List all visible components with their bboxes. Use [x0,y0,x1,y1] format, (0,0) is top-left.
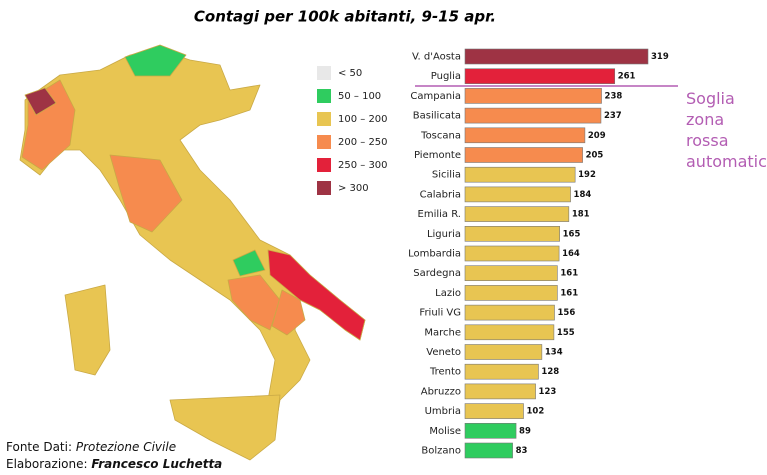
bar [464,285,558,301]
value-label: 161 [560,269,578,279]
legend-label: 50 – 100 [338,91,381,102]
category-label: Marche [424,327,461,338]
value-label: 156 [557,308,575,318]
legend-label: < 50 [338,68,362,79]
value-label: 89 [519,426,531,436]
source-label: Fonte Dati: [6,440,72,454]
value-label: 261 [618,72,636,82]
category-label: Liguria [427,229,461,240]
credit-line: Elaborazione: Francesco Luchetta [6,457,222,471]
map [19,44,366,461]
region-campania [227,274,281,331]
category-label: Puglia [431,71,461,82]
legend-swatch [317,112,331,126]
value-label: 128 [541,367,559,377]
value-label: 164 [562,249,580,259]
value-label: 319 [651,52,669,62]
value-label: 161 [560,288,578,298]
value-label: 155 [557,328,575,338]
category-label: Lombardia [408,249,461,260]
region-basilicata [271,289,306,336]
category-label: Sicilia [432,170,461,181]
legend-swatch [317,89,331,103]
category-label: Calabria [420,189,461,200]
bar [464,147,583,163]
bar [464,265,558,282]
value-label: 184 [574,190,592,200]
credit-label: Elaborazione: [6,457,88,471]
category-label: Bolzano [421,446,461,457]
legend-swatch [317,135,331,149]
bar [464,304,555,321]
legend-label: 250 – 300 [338,160,388,171]
bar [464,226,560,242]
bar [464,363,539,380]
category-label: V. d'Aosta [412,52,461,63]
region-sardegna [64,284,111,376]
value-label: 134 [545,348,563,358]
source-line: Fonte Dati: Protezione Civile [6,440,176,454]
source: Protezione Civile [75,440,177,454]
legend-label: > 300 [338,183,369,194]
region-puglia [267,249,366,341]
bar [464,48,649,65]
legend-swatch [317,181,331,195]
legend-swatch [317,158,331,172]
category-label: Sardegna [413,268,461,279]
value-label: 83 [516,446,528,456]
value-label: 192 [578,170,596,180]
value-label: 237 [604,111,622,121]
bar [464,127,586,144]
category-label: Molise [429,426,461,437]
category-label: Umbria [425,406,461,417]
value-label: 181 [572,210,590,220]
region-molise [232,249,266,277]
bar [464,383,536,400]
category-label: Emilia R. [418,209,461,220]
bar [464,324,555,341]
chart-title: Contagi per 100k abitanti, 9-15 apr. [194,8,496,26]
legend-swatch [317,66,331,80]
bar-chart: V. d'Aosta 319 Puglia 261 Campania 238 Basilic… [408,48,678,459]
region-bolzano [124,44,187,77]
legend: < 50 50 – 100 100 – 200 200 – 250 250 – 300 >… [317,66,388,195]
value-label: 165 [563,229,581,239]
value-label: 123 [539,387,557,397]
bar [464,344,543,360]
value-label: 209 [588,131,606,141]
bar [464,245,560,262]
category-label: Friuli VG [419,308,461,319]
bar [464,206,570,222]
bar [464,442,513,459]
threshold-annotation: Soglia zona rossa automatica [686,89,767,171]
bar [464,186,571,203]
category-label: Campania [410,91,461,102]
category-label: Veneto [426,347,461,358]
value-label: 102 [527,407,545,417]
bar [464,166,576,183]
value-label: 205 [586,151,604,161]
legend-label: 100 – 200 [338,114,388,125]
category-label: Trento [429,367,461,378]
category-label: Abruzzo [421,386,461,397]
region-aosta [24,87,57,116]
bar [464,422,517,439]
category-label: Piemonte [414,150,461,161]
region-sicilia [169,394,281,461]
credit: Francesco Luchetta [91,457,223,471]
bar [464,107,602,124]
category-label: Basilicata [413,111,461,122]
value-label: 238 [605,91,623,101]
bar [464,68,616,84]
legend-label: 200 – 250 [338,137,388,148]
bar [464,403,524,419]
category-label: Lazio [435,288,461,299]
bar [464,88,602,104]
region-toscana [109,154,183,233]
category-label: Toscana [420,130,461,141]
